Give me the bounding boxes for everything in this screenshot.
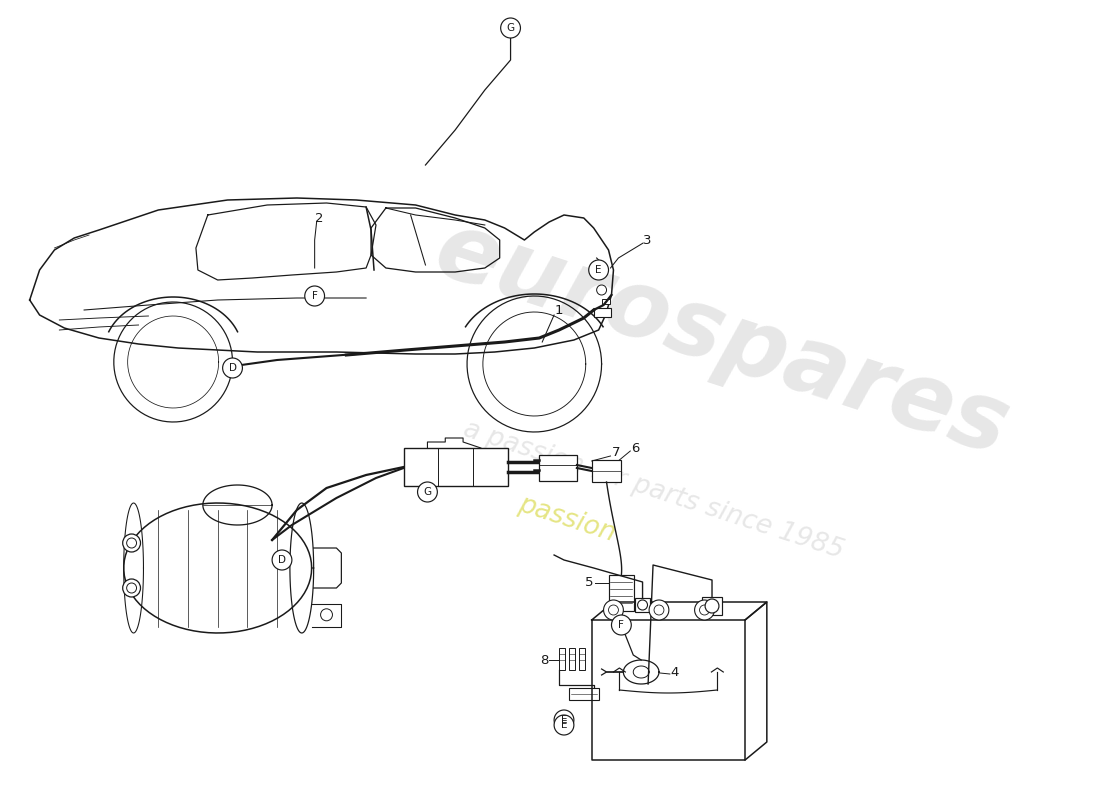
Bar xyxy=(594,308,612,317)
Text: E: E xyxy=(561,720,568,730)
Circle shape xyxy=(554,710,574,730)
Circle shape xyxy=(123,579,141,597)
Text: 7: 7 xyxy=(612,446,620,459)
Text: 5: 5 xyxy=(585,575,594,589)
Circle shape xyxy=(305,286,324,306)
Text: 2: 2 xyxy=(315,211,323,225)
Circle shape xyxy=(612,615,631,635)
Circle shape xyxy=(705,599,719,613)
Text: G: G xyxy=(424,487,431,497)
Circle shape xyxy=(649,600,669,620)
Bar xyxy=(539,455,576,481)
Bar xyxy=(579,648,585,670)
Bar xyxy=(702,597,722,615)
Text: passion: passion xyxy=(515,491,619,547)
Text: a passion for parts since 1985: a passion for parts since 1985 xyxy=(460,416,847,564)
Text: D: D xyxy=(278,555,286,565)
Text: E: E xyxy=(561,715,568,725)
Text: 1: 1 xyxy=(554,303,562,317)
Text: F: F xyxy=(618,620,625,630)
Circle shape xyxy=(604,600,624,620)
Text: D: D xyxy=(229,363,236,373)
Circle shape xyxy=(638,600,648,610)
Circle shape xyxy=(608,605,618,615)
Text: 3: 3 xyxy=(644,234,651,246)
Bar xyxy=(602,299,609,304)
Text: eurospares: eurospares xyxy=(424,204,1021,476)
Bar xyxy=(608,575,635,611)
Bar xyxy=(404,448,507,486)
Bar xyxy=(592,460,622,482)
Circle shape xyxy=(554,715,574,735)
Circle shape xyxy=(418,482,438,502)
Circle shape xyxy=(700,605,710,615)
Text: 4: 4 xyxy=(671,666,679,678)
Text: 6: 6 xyxy=(631,442,640,454)
Bar xyxy=(569,688,598,700)
Bar xyxy=(559,648,565,670)
Bar xyxy=(569,648,575,670)
Circle shape xyxy=(123,534,141,552)
Circle shape xyxy=(222,358,242,378)
Bar xyxy=(635,598,650,612)
Text: E: E xyxy=(595,265,602,275)
Text: G: G xyxy=(506,23,515,33)
Circle shape xyxy=(694,600,714,620)
Circle shape xyxy=(272,550,292,570)
Circle shape xyxy=(588,260,608,280)
Text: F: F xyxy=(311,291,318,301)
Text: 8: 8 xyxy=(540,654,548,666)
Circle shape xyxy=(500,18,520,38)
Circle shape xyxy=(654,605,664,615)
